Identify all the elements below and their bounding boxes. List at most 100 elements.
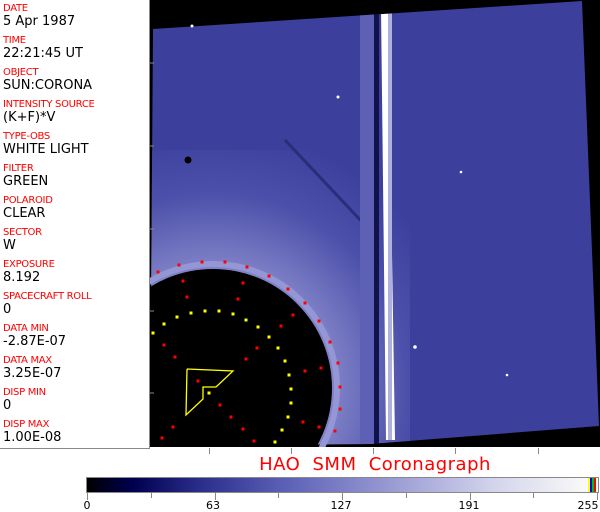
overlay-marker-red bbox=[291, 313, 295, 317]
overlay-marker-yellow bbox=[244, 318, 248, 322]
pylon-shadow bbox=[360, 5, 374, 445]
field-label: DISP MIN bbox=[3, 387, 46, 398]
overlay-marker-red bbox=[185, 295, 189, 299]
field-label: SPACECRAFT ROLL bbox=[3, 291, 92, 302]
overlay-marker-yellow bbox=[273, 440, 277, 444]
field-value: 0 bbox=[3, 302, 12, 317]
colorbar-tick bbox=[405, 493, 407, 498]
overlay-marker-yellow bbox=[280, 428, 284, 432]
field-label: DATE bbox=[3, 3, 28, 14]
overlay-marker-red bbox=[241, 281, 245, 285]
instrument-title: HAO SMM Coronagraph bbox=[259, 454, 491, 475]
header-field-data-max: DATA MAX 3.25E-07 bbox=[3, 355, 61, 381]
overlay-marker-yellow bbox=[276, 346, 280, 350]
overlay-marker-red bbox=[301, 420, 305, 424]
header-field-data-min: DATA MIN -2.87E-07 bbox=[3, 323, 66, 349]
field-value: GREEN bbox=[3, 174, 49, 189]
colorbar-tick bbox=[342, 493, 343, 500]
colorbar-tick-label: 255 bbox=[577, 499, 599, 512]
colorbar-tick bbox=[150, 493, 152, 498]
field-value: (K+F)*V bbox=[3, 110, 56, 125]
overlay-marker-yellow bbox=[256, 325, 260, 329]
field-value: 0 bbox=[3, 398, 12, 413]
overlay-marker-red bbox=[317, 319, 321, 323]
overlay-marker-red bbox=[333, 429, 337, 433]
star bbox=[459, 170, 463, 174]
overlay-marker-red bbox=[255, 346, 259, 350]
field-label: OBJECT bbox=[3, 67, 39, 78]
colorbar-tick bbox=[469, 493, 471, 500]
image-axis-tick bbox=[538, 448, 539, 454]
overlay-marker-red bbox=[267, 274, 271, 278]
overlay-marker-red bbox=[319, 366, 323, 370]
overlay-marker-yellow bbox=[267, 335, 271, 339]
overlay-marker-red bbox=[156, 270, 160, 274]
header-field-type-obs: TYPE-OBS WHITE LIGHT bbox=[3, 131, 89, 157]
field-label: FILTER bbox=[3, 163, 34, 174]
colorbar-tick bbox=[278, 493, 280, 498]
overlay-marker-yellow bbox=[217, 309, 221, 313]
overlay-marker-red bbox=[173, 355, 177, 359]
field-label: TIME bbox=[3, 35, 26, 46]
star bbox=[413, 345, 417, 349]
overlay-marker-yellow bbox=[203, 309, 207, 313]
field-value: -2.87E-07 bbox=[3, 334, 67, 349]
overlay-marker-yellow bbox=[189, 311, 193, 315]
field-label: DATA MIN bbox=[3, 323, 49, 334]
field-value: WHITE LIGHT bbox=[3, 142, 89, 157]
overlay-marker-yellow bbox=[286, 415, 290, 419]
field-label: SECTOR bbox=[3, 227, 42, 238]
field-value: 3.25E-07 bbox=[3, 366, 62, 381]
image-axis-tick bbox=[373, 448, 374, 454]
header-field-intensity-source: INTENSITY SOURCE (K+F)*V bbox=[3, 99, 95, 125]
overlay-marker-yellow bbox=[231, 312, 235, 316]
overlay-marker-red bbox=[181, 279, 185, 283]
overlay-marker-red bbox=[336, 361, 340, 365]
field-label: DISP MAX bbox=[3, 419, 50, 430]
overlay-marker-red bbox=[252, 439, 256, 443]
overlay-marker-red bbox=[200, 260, 204, 264]
colorbar-tick-label: 0 bbox=[83, 499, 91, 512]
overlay-marker-red bbox=[245, 265, 249, 269]
overlay-marker-yellow bbox=[175, 315, 179, 319]
field-value: 5 Apr 1987 bbox=[3, 14, 76, 29]
field-value: 1.00E-08 bbox=[3, 430, 62, 445]
colorbar-tick-label: 191 bbox=[458, 499, 480, 512]
overlay-marker-red bbox=[286, 287, 290, 291]
header-info-panel: DATE 5 Apr 1987 TIME 22:21:45 UT OBJECT SUN:C… bbox=[0, 0, 150, 449]
overlay-marker-red bbox=[279, 324, 283, 328]
header-field-disp-max: DISP MAX 1.00E-08 bbox=[3, 419, 61, 445]
overlay-marker-red bbox=[177, 263, 181, 267]
colorbar-tick bbox=[533, 493, 535, 498]
colorbar-tick bbox=[214, 493, 216, 500]
field-label: DATA MAX bbox=[3, 355, 52, 366]
overlay-region-outline bbox=[185, 368, 235, 417]
star bbox=[336, 95, 340, 99]
overlay-marker-red bbox=[244, 357, 248, 361]
overlay-marker-red bbox=[236, 297, 240, 301]
colorbar-end-color bbox=[588, 478, 590, 492]
overlay-marker-yellow bbox=[207, 391, 211, 395]
colorbar-tick-label: 127 bbox=[330, 499, 352, 512]
header-field-date: DATE 5 Apr 1987 bbox=[3, 3, 75, 29]
header-field-disp-min: DISP MIN 0 bbox=[3, 387, 46, 413]
overlay-marker-red bbox=[328, 340, 332, 344]
overlay-marker-red bbox=[171, 425, 175, 429]
colorbar-end-color bbox=[592, 478, 594, 492]
overlay-marker-red bbox=[317, 425, 321, 429]
field-value: SUN:CORONA bbox=[3, 78, 93, 93]
overlay-marker-red bbox=[160, 436, 164, 440]
header-field-spacecraft-roll: SPACECRAFT ROLL 0 bbox=[3, 291, 92, 317]
colorbar-tick bbox=[87, 493, 88, 500]
header-field-polaroid: POLAROID CLEAR bbox=[3, 195, 53, 221]
streamer-dark bbox=[283, 138, 367, 227]
dark-spot bbox=[184, 156, 192, 164]
field-value: 8.192 bbox=[3, 270, 41, 285]
overlay-markers bbox=[151, 260, 342, 444]
overlay-marker-red bbox=[303, 301, 307, 305]
overlay-marker-yellow bbox=[287, 373, 291, 377]
image-axis-tick bbox=[291, 448, 292, 454]
header-field-filter: FILTER GREEN bbox=[3, 163, 48, 189]
overlay-marker-red bbox=[303, 369, 307, 373]
field-label: POLAROID bbox=[3, 195, 53, 206]
